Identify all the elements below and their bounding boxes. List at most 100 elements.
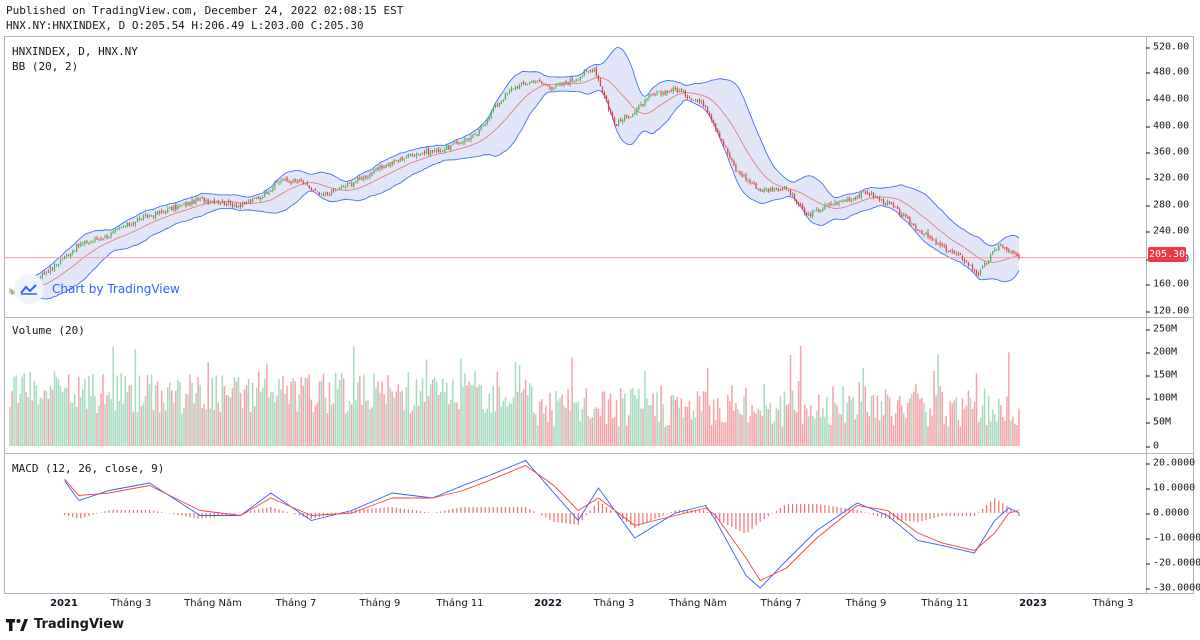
- macd-histogram-bar: [678, 510, 680, 513]
- volume-bar: [138, 375, 141, 446]
- volume-bar: [850, 399, 852, 446]
- macd-histogram-bar: [864, 512, 866, 513]
- volume-bar: [23, 373, 25, 446]
- macd-histogram-bar: [391, 507, 393, 513]
- volume-bar: [947, 426, 949, 446]
- macd-histogram-bar: [529, 509, 531, 513]
- candle-body: [387, 164, 389, 167]
- macd-histogram-bar: [901, 513, 903, 521]
- macd-legend[interactable]: MACD (12, 26, close, 9): [12, 462, 165, 475]
- pane-separator-macd[interactable]: [4, 453, 1194, 454]
- candle-body: [177, 205, 179, 210]
- macd-histogram-bar: [626, 513, 628, 522]
- macd-histogram-bar: [545, 513, 547, 518]
- volume-bar: [684, 406, 687, 446]
- volume-bar: [53, 371, 56, 446]
- volume-bar: [801, 423, 804, 446]
- candle-body: [312, 189, 314, 191]
- volume-bar: [830, 424, 832, 446]
- volume-bar: [640, 408, 642, 446]
- x-tick: Tháng 3: [110, 598, 152, 609]
- macd-histogram-bar: [520, 507, 523, 513]
- volume-bar: [270, 391, 272, 446]
- volume-bar: [929, 408, 931, 446]
- macd-histogram-bar: [140, 510, 143, 513]
- volume-bar: [173, 403, 175, 446]
- volume-bar: [710, 425, 713, 446]
- candle-body: [539, 80, 541, 82]
- candle-body: [365, 175, 367, 178]
- volume-bar: [979, 417, 982, 446]
- volume-bar: [700, 411, 703, 446]
- candle-body: [506, 93, 509, 95]
- macd-histogram-bar: [144, 510, 147, 513]
- volume-bar: [864, 386, 867, 446]
- candle-body: [294, 178, 296, 181]
- volume-bar: [654, 416, 656, 446]
- volume-bar: [346, 410, 349, 446]
- candle-body: [642, 103, 644, 106]
- volume-bar: [1018, 408, 1020, 446]
- macd-histogram-bar: [124, 510, 126, 513]
- watermark-text[interactable]: Chart by TradingView: [52, 282, 180, 296]
- volume-bar: [664, 427, 666, 446]
- volume-bar: [716, 397, 719, 446]
- volume-bar: [446, 383, 448, 446]
- volume-legend[interactable]: Volume (20): [12, 324, 85, 337]
- macd-histogram-bar: [743, 513, 745, 533]
- footer-brand[interactable]: TradingView: [6, 617, 124, 632]
- volume-bar: [696, 391, 699, 446]
- footer-brand-text[interactable]: TradingView: [34, 617, 125, 632]
- volume-bar: [280, 389, 282, 446]
- macd-histogram-bar: [961, 513, 963, 516]
- candle-body: [355, 181, 357, 183]
- volume-bar: [379, 392, 381, 446]
- volume-bar: [264, 378, 266, 446]
- volume-bar: [563, 405, 565, 446]
- volume-bar: [215, 375, 218, 446]
- candle-body: [785, 186, 788, 189]
- macd-histogram-bar: [1018, 513, 1020, 516]
- candle-body: [405, 157, 407, 159]
- candle-body: [239, 204, 242, 207]
- candle-body: [959, 253, 961, 255]
- volume-bar: [561, 394, 563, 446]
- volume-bar: [268, 397, 270, 446]
- volume-bar: [82, 388, 84, 446]
- volume-bar: [593, 408, 596, 446]
- macd-histogram-bar: [868, 513, 870, 514]
- volume-bar: [516, 391, 519, 446]
- macd-histogram-bar: [1002, 503, 1004, 513]
- candle-body: [110, 232, 112, 238]
- volume-bar: [753, 411, 755, 446]
- candle-body: [638, 105, 640, 110]
- volume-bar: [518, 365, 521, 446]
- volume-bar: [90, 395, 92, 446]
- macd-histogram-bar: [213, 513, 215, 517]
- volume-bar: [223, 385, 226, 446]
- candle-body: [318, 191, 320, 195]
- candle-body: [921, 230, 923, 235]
- volume-bar: [71, 402, 74, 446]
- candle-body: [694, 100, 697, 102]
- symbol-legend[interactable]: HNXINDEX, D, HNX.NY: [12, 45, 138, 58]
- chart-watermark[interactable]: Chart by TradingView: [14, 274, 180, 304]
- candle-body: [624, 116, 626, 121]
- candle-body: [207, 199, 209, 203]
- candle-body: [674, 88, 676, 89]
- volume-bar: [169, 382, 171, 446]
- candle-body: [68, 255, 70, 257]
- volume-bar: [680, 398, 683, 446]
- macd-histogram-bar: [953, 513, 955, 516]
- macd-histogram-bar: [577, 513, 579, 525]
- candle-body: [844, 200, 846, 202]
- publish-info: Published on TradingView.com, December 2…: [6, 4, 404, 17]
- volume-bar: [828, 423, 830, 446]
- volume-bar: [597, 408, 600, 446]
- macd-histogram-bar: [500, 507, 502, 513]
- volume-bar: [619, 388, 622, 446]
- volume-bar: [262, 387, 264, 446]
- bb-legend[interactable]: BB (20, 2): [12, 60, 79, 73]
- pane-separator-volume[interactable]: [4, 317, 1194, 318]
